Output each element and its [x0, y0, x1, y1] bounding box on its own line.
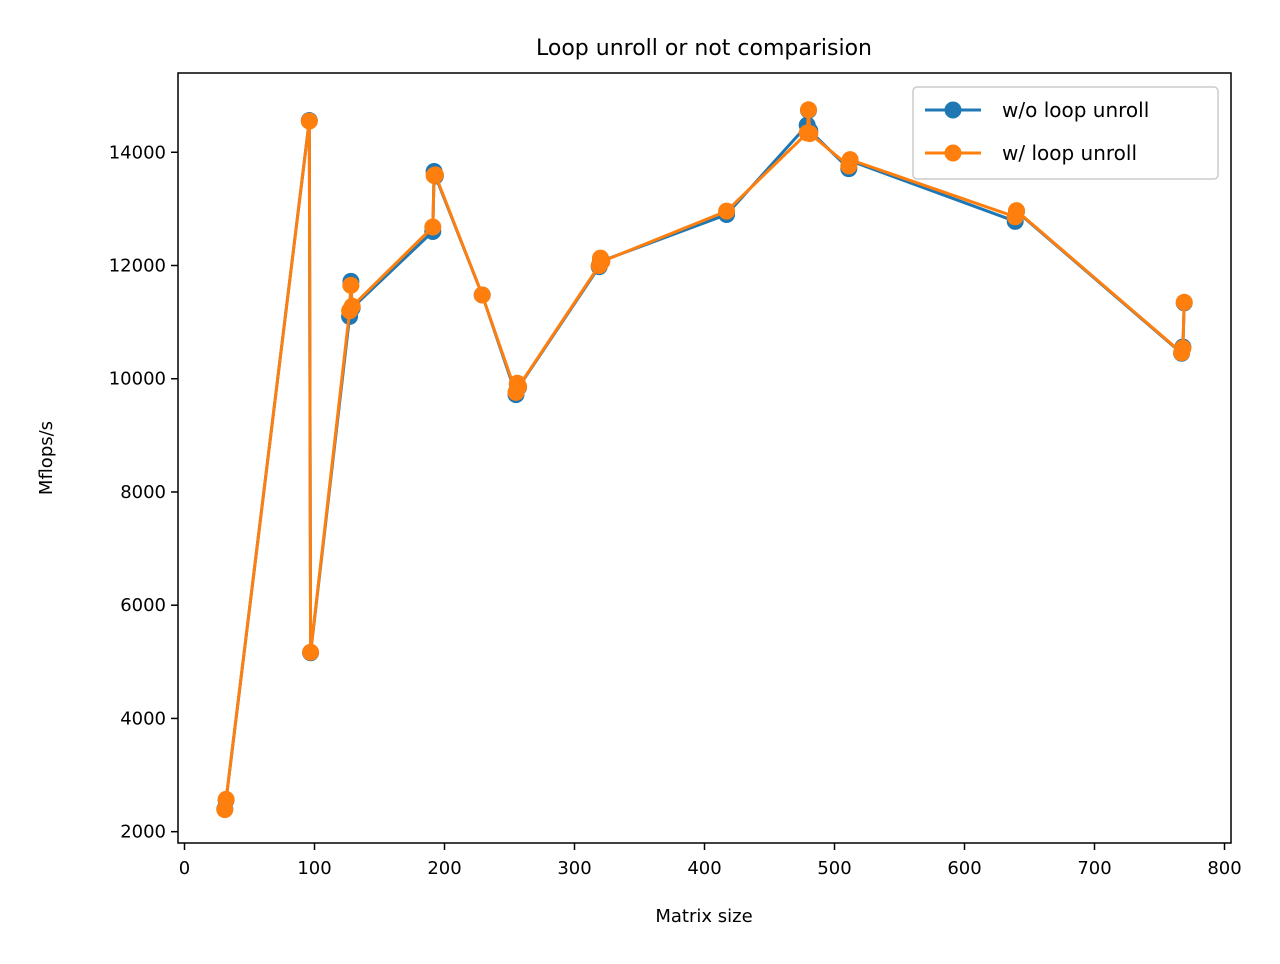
y-tick-label: 8000: [120, 482, 166, 503]
y-tick-label: 10000: [109, 369, 166, 390]
y-tick-label: 2000: [120, 822, 166, 843]
series-line: [223, 108, 1186, 811]
data-point: [473, 286, 491, 304]
x-axis-label: Matrix size: [655, 906, 752, 927]
y-tick-label: 4000: [120, 708, 166, 729]
x-tick-label: 800: [1207, 858, 1241, 879]
data-point: [801, 125, 819, 143]
legend-label: w/ loop unroll: [1002, 141, 1137, 165]
y-tick-label: 14000: [109, 142, 166, 163]
legend: w/o loop unroll w/ loop unroll: [912, 86, 1219, 180]
legend-marker: [944, 144, 962, 162]
legend-marker: [944, 101, 962, 119]
x-tick-label: 200: [427, 858, 461, 879]
series-line: [223, 108, 1186, 812]
series-2: [216, 101, 1193, 819]
data-point: [510, 378, 528, 396]
y-axis-label: Mflops/s: [36, 421, 57, 495]
x-tick-label: 0: [179, 858, 190, 879]
x-tick-label: 600: [947, 858, 981, 879]
data-point: [426, 166, 444, 184]
x-tick-label: 500: [817, 858, 851, 879]
x-tick-label: 400: [687, 858, 721, 879]
data-point: [718, 202, 736, 220]
data-point: [302, 643, 320, 661]
chart-title: Loop unroll or not comparision: [536, 36, 872, 61]
x-tick-label: 700: [1077, 858, 1111, 879]
series-1: [216, 101, 1193, 818]
y-tick-label: 12000: [109, 256, 166, 277]
data-point: [300, 112, 318, 130]
data-point: [1008, 202, 1025, 220]
data-point: [593, 253, 611, 271]
data-point: [217, 790, 235, 808]
data-point: [1174, 339, 1192, 357]
data-point: [424, 218, 442, 236]
data-point: [841, 151, 859, 169]
legend-box: [912, 86, 1219, 180]
data-point: [342, 276, 360, 294]
x-tick-label: 100: [297, 858, 331, 879]
data-point: [343, 297, 361, 315]
legend-label: w/o loop unroll: [1002, 98, 1149, 122]
legend-item: w/ loop unroll: [925, 141, 1137, 165]
data-point: [1175, 293, 1193, 311]
x-tick-label: 300: [557, 858, 591, 879]
axis-layer: 0 100 200 300 400 500 600 700 800 2000 4000 6000 800…: [109, 72, 1242, 879]
legend-item: w/o loop unroll: [925, 98, 1149, 122]
data-point: [800, 101, 817, 119]
plot-frame: [177, 72, 1232, 844]
y-tick-label: 6000: [120, 595, 166, 616]
series-layer: [216, 101, 1193, 819]
